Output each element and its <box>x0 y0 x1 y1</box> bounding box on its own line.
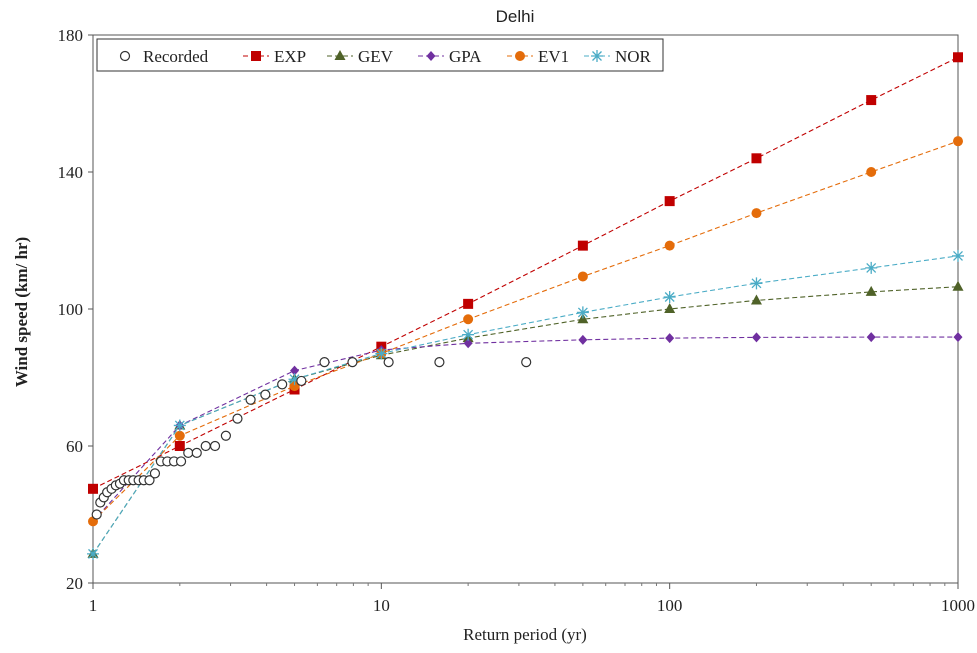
data-point-gev <box>664 303 676 313</box>
y-tick-label: 140 <box>58 163 84 182</box>
y-tick-label: 20 <box>66 574 83 593</box>
data-point-recorded <box>191 447 202 458</box>
data-point-recorded <box>149 468 161 479</box>
plot-frame <box>92 34 959 584</box>
data-point-recorded <box>434 356 445 368</box>
x-tick-label: 1 <box>89 596 98 615</box>
data-point-gpa <box>866 332 876 343</box>
data-point-ev1 <box>664 240 675 251</box>
data-point-recorded <box>232 413 243 424</box>
legend-item-gpa: GPA <box>418 47 482 66</box>
data-point-gev <box>865 285 877 296</box>
data-point-nor <box>952 249 964 262</box>
data-point-ev1 <box>953 136 963 147</box>
data-point-gpa <box>463 338 473 349</box>
legend-item-ev1: EV1 <box>507 47 569 66</box>
data-point-ev1 <box>577 271 588 282</box>
y-tick-label: 180 <box>58 26 84 45</box>
x-tick-label: 100 <box>657 596 683 615</box>
data-point-gev <box>750 294 762 305</box>
data-point-gev <box>952 280 964 291</box>
x-axis-label: Return period (yr) <box>463 625 587 644</box>
data-point-nor <box>865 261 878 274</box>
data-point-gpa <box>578 334 588 345</box>
data-point-exp <box>751 153 762 164</box>
data-point-recorded <box>383 356 394 368</box>
y-axis-label: Wind speed (km/ hr) <box>12 237 31 387</box>
data-point-recorded <box>521 356 532 368</box>
data-point-recorded <box>183 447 194 458</box>
series-line-exp <box>92 56 959 490</box>
data-point-recorded <box>209 440 221 452</box>
data-point-recorded <box>245 394 256 405</box>
legend-label: EXP <box>274 47 306 66</box>
legend-marker <box>251 51 261 61</box>
legend-marker <box>426 51 436 61</box>
data-point-gpa <box>751 332 761 343</box>
data-point-ev1 <box>751 208 762 219</box>
data-point-recorded <box>347 356 358 368</box>
legend-label: GPA <box>449 47 482 66</box>
chart-title: Delhi <box>496 7 535 26</box>
legend-box <box>96 38 664 72</box>
data-point-exp <box>664 196 675 207</box>
data-point-nor <box>576 306 589 319</box>
data-point-recorded <box>91 509 102 520</box>
legend-label: EV1 <box>538 47 569 66</box>
legend-item-exp: EXP <box>243 47 306 66</box>
data-point-recorded <box>277 379 288 390</box>
data-point-nor <box>375 347 388 360</box>
legend-marker <box>119 50 131 62</box>
data-point-recorded <box>175 456 187 467</box>
data-point-recorded <box>144 475 155 486</box>
series-line-gpa <box>92 336 958 522</box>
data-point-recorded <box>200 440 211 452</box>
data-point-recorded <box>319 356 330 368</box>
legend-item-recorded: Recorded <box>119 47 209 66</box>
legend: Recorded EXP GEV GPA EV1 NOR <box>96 38 664 72</box>
data-point-exp <box>174 441 185 451</box>
data-point-exp <box>463 298 474 309</box>
legend-label: NOR <box>615 47 652 66</box>
series-line-gev <box>92 286 959 555</box>
data-point-nor <box>173 419 186 432</box>
legend-label: Recorded <box>143 47 209 66</box>
series-line-ev1 <box>92 140 959 522</box>
plot-area: 20 60 100 140 180 1 10 100 1000 Recorded EXP GEV GPA… <box>58 26 976 615</box>
data-point-ev1 <box>174 430 185 441</box>
legend-marker <box>591 50 603 62</box>
data-point-nor <box>288 373 301 386</box>
data-point-nor <box>87 547 99 560</box>
data-point-recorded <box>296 375 307 387</box>
series-line-nor <box>92 255 959 555</box>
data-point-exp <box>577 240 588 251</box>
data-point-ev1 <box>866 167 877 177</box>
data-point-ev1 <box>463 314 474 325</box>
data-point-nor <box>750 277 763 290</box>
data-point-exp <box>866 95 877 106</box>
data-point-recorded <box>220 430 231 441</box>
data-point-exp <box>953 52 963 63</box>
legend-item-gev: GEV <box>327 47 394 66</box>
x-tick-label: 1000 <box>941 596 975 615</box>
data-point-exp <box>88 483 98 494</box>
data-point-gpa <box>953 332 963 343</box>
legend-item-nor: NOR <box>584 47 652 66</box>
legend-marker <box>334 50 346 60</box>
legend-label: GEV <box>358 47 394 66</box>
legend-marker <box>515 51 525 61</box>
x-tick-label: 10 <box>373 596 390 615</box>
y-tick-label: 100 <box>58 300 84 319</box>
data-point-gpa <box>290 365 300 376</box>
data-point-nor <box>462 328 475 341</box>
data-point-nor <box>663 291 676 304</box>
data-point-recorded <box>260 389 271 400</box>
data-point-gpa <box>665 333 675 344</box>
y-tick-label: 60 <box>66 437 83 456</box>
